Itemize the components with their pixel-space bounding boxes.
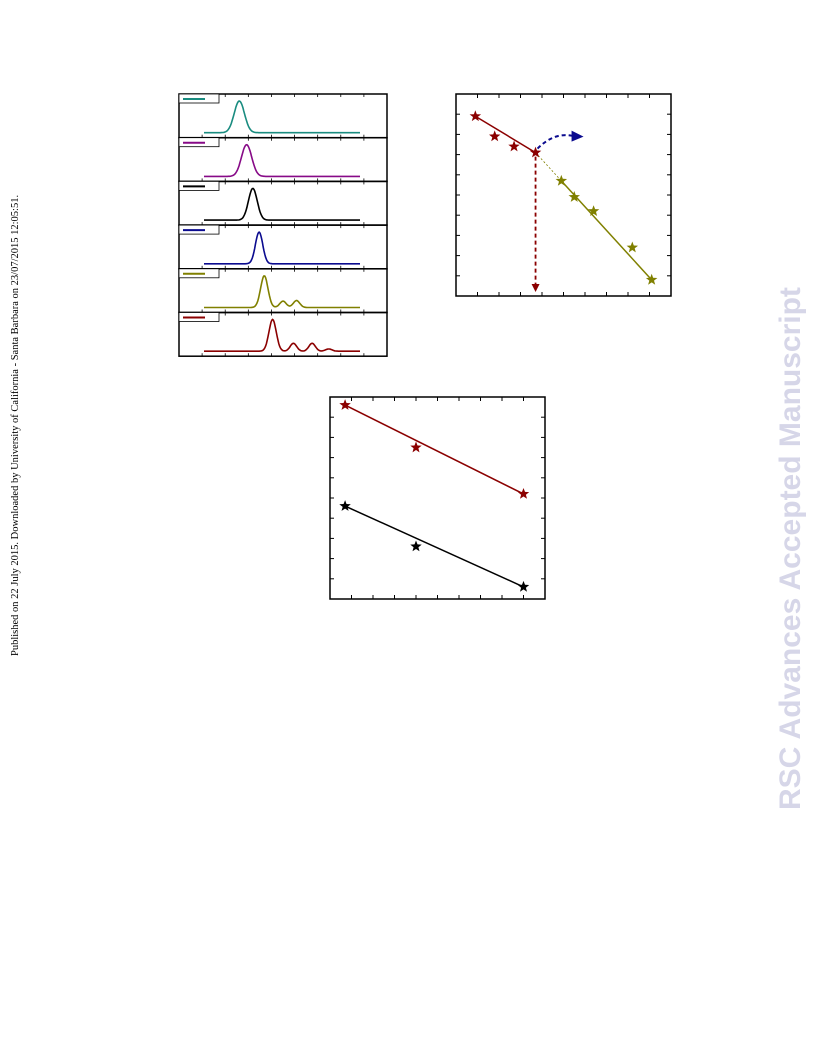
- profile-curve: [204, 274, 360, 309]
- download-note: Published on 22 July 2015. Downloaded by…: [4, 186, 24, 656]
- profile-panel: [178, 311, 388, 357]
- fit-line: [474, 115, 536, 154]
- watermark-text: RSC Advances Accepted Manuscript: [774, 287, 807, 810]
- plot-frame: [329, 396, 546, 600]
- profile-curve: [204, 143, 360, 178]
- data-point-star: [410, 441, 422, 453]
- profile-curve: [204, 318, 360, 352]
- scatter-chart-top-right: [455, 93, 672, 297]
- drop-arrowhead: [531, 284, 540, 292]
- scatter-chart-bottom: [329, 396, 546, 600]
- data-point-star: [469, 110, 482, 122]
- journal-watermark: RSC Advances Accepted Manuscript: [760, 240, 816, 820]
- data-point-star: [517, 488, 530, 499]
- data-point-star: [410, 540, 422, 552]
- data-point-star: [568, 191, 580, 202]
- curved-arrow: [536, 134, 576, 150]
- data-point-star: [645, 273, 658, 285]
- data-point-star: [489, 130, 501, 142]
- profile-curve: [204, 100, 360, 134]
- curved-arrowhead: [571, 130, 584, 142]
- fit-line: [344, 404, 524, 495]
- download-note-text: Published on 22 July 2015. Downloaded by…: [10, 195, 21, 656]
- data-point-star: [339, 399, 351, 410]
- data-point-star: [508, 140, 520, 152]
- connector-line: [535, 152, 562, 182]
- fit-line: [344, 505, 524, 588]
- data-point-star: [339, 500, 351, 511]
- data-point-star: [555, 174, 568, 186]
- profile-curve: [204, 231, 360, 265]
- data-point-star: [529, 146, 542, 158]
- data-point-star: [517, 580, 530, 592]
- stacked-profile-chart: [178, 93, 388, 357]
- data-point-star: [626, 241, 638, 253]
- profile-curve: [204, 187, 360, 221]
- data-point-star: [587, 205, 600, 216]
